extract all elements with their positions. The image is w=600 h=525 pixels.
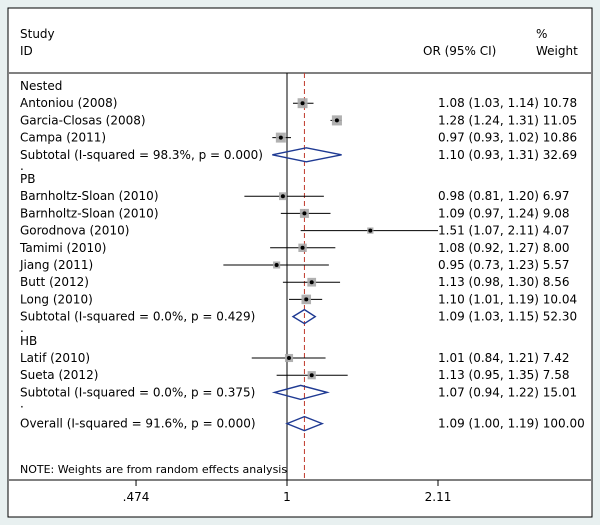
study-label: Tamimi (2010) [19,241,106,255]
study-estimate-text: 0.95 (0.73, 1.23) 5.57 [438,258,570,272]
point-estimate [368,228,373,233]
separator-dot: . [20,321,24,335]
point-estimate [302,211,307,216]
subtotal-diamond [272,147,342,163]
study-label: Butt (2012) [20,275,89,289]
footnote: NOTE: Weights are from random effects an… [20,463,287,476]
study-label: Latif (2010) [20,351,90,365]
study-label: Antoniou (2008) [20,96,117,110]
subtotal-estimate-text: 1.10 (0.93, 1.31) 32.69 [438,148,577,162]
subtotal-label: Subtotal (I-squared = 0.0%, p = 0.429) [20,310,255,324]
study-label: Gorodnova (2010) [20,224,129,238]
overall-estimate-text: 1.09 (1.00, 1.19) 100.00 [438,417,585,431]
subtotal-label: Subtotal (I-squared = 98.3%, p = 0.000) [20,148,263,162]
header-study: Study [20,27,55,41]
group-label: Nested [20,79,62,93]
study-estimate-text: 1.01 (0.84, 1.21) 7.42 [438,351,570,365]
point-estimate [287,356,292,360]
point-estimate [309,280,314,285]
point-estimate [304,297,309,302]
point-estimate [309,373,314,378]
study-estimate-text: 1.13 (0.95, 1.35) 7.58 [438,368,570,382]
study-label: Long (2010) [20,292,93,306]
study-label: Garcia-Closas (2008) [20,113,146,127]
separator-dot: . [20,159,24,173]
study-estimate-text: 0.97 (0.93, 1.02) 10.86 [438,131,577,145]
subtotal-estimate-text: 1.09 (1.03, 1.15) 52.30 [438,310,577,324]
study-estimate-text: 1.09 (0.97, 1.24) 9.08 [438,206,570,220]
point-estimate [300,245,305,250]
x-tick-label: 2.11 [425,490,452,504]
study-estimate-text: 1.13 (0.98, 1.30) 8.56 [438,275,570,289]
study-label: Barnholtz-Sloan (2010) [20,206,159,220]
study-estimate-text: 0.98 (0.81, 1.20) 6.97 [438,189,570,203]
study-label: Barnholtz-Sloan (2010) [20,189,159,203]
header-or-ci: OR (95% CI) [423,44,496,58]
study-label: Jiang (2011) [19,258,93,272]
subtotal-label: Subtotal (I-squared = 0.0%, p = 0.375) [20,385,255,399]
study-estimate-text: 1.08 (1.03, 1.14) 10.78 [438,96,577,110]
study-label: Sueta (2012) [20,368,98,382]
point-estimate [280,194,285,199]
point-estimate [278,135,283,140]
study-label: Campa (2011) [20,131,106,145]
x-tick-label: 1 [283,490,291,504]
study-estimate-text: 1.08 (0.92, 1.27) 8.00 [438,241,570,255]
overall-diamond [285,415,325,432]
subtotal-diamond [271,384,330,401]
header-id: ID [20,44,33,58]
study-estimate-text: 1.10 (1.01, 1.19) 10.04 [438,292,577,306]
group-label: PB [20,172,35,186]
point-estimate [300,101,305,106]
group-label: HB [20,334,37,348]
overall-label: Overall (I-squared = 91.6%, p = 0.000) [20,417,256,431]
point-estimate [334,118,339,123]
study-estimate-text: 1.51 (1.07, 2.11) 4.07 [438,224,570,238]
header-percent: % [536,27,547,41]
plot-frame [7,7,593,518]
subtotal-estimate-text: 1.07 (0.94, 1.22) 15.01 [438,385,577,399]
subtotal-diamond [291,308,317,325]
study-estimate-text: 1.28 (1.24, 1.31) 11.05 [438,113,577,127]
point-estimate [274,263,279,267]
header-weight: Weight [536,44,578,58]
separator-dot: . [20,397,24,411]
x-tick-label: .474 [123,490,150,504]
